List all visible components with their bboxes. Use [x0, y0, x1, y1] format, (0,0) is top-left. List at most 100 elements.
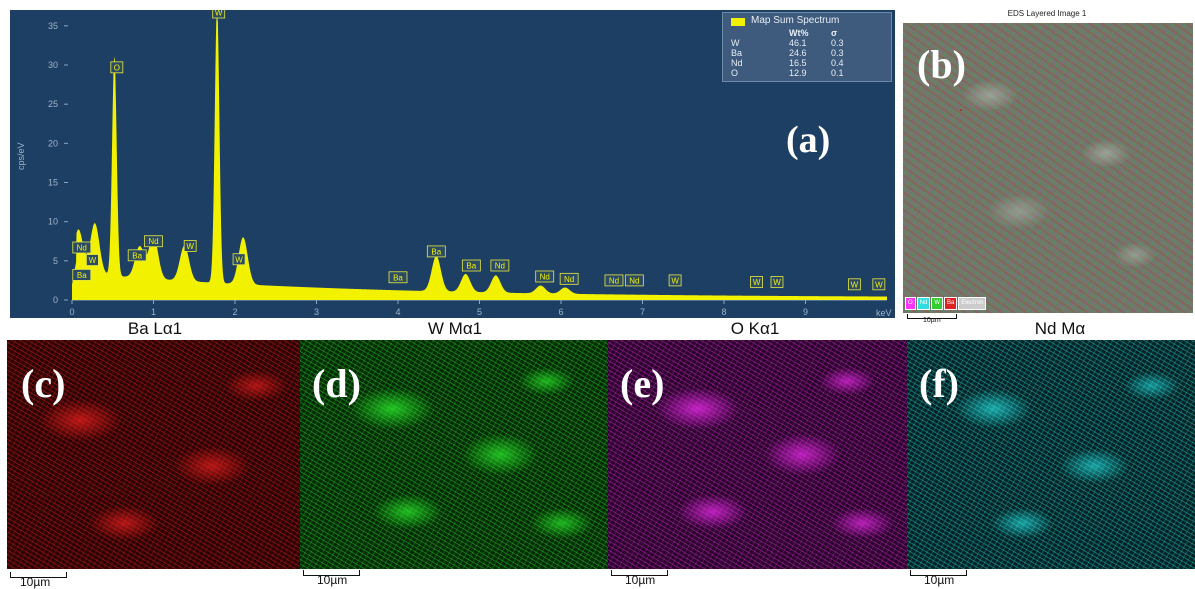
y-tick-label: 35: [48, 21, 58, 31]
peak-label: Ba: [426, 245, 446, 258]
peak-label: W: [848, 278, 861, 291]
peak-label-text: W: [753, 278, 761, 287]
x-tick-label: 7: [640, 307, 645, 317]
legend-cell: Wt%: [789, 28, 809, 38]
peak-label: Nd: [624, 274, 644, 287]
layer-legend-item: Ba: [944, 297, 958, 310]
peak-label-box: [490, 259, 510, 272]
legend-cell: 0.1: [831, 68, 844, 78]
y-axis-label: cps/eV: [16, 142, 26, 170]
panel-label-a: (a): [786, 119, 830, 161]
map-title-ba: Ba Lα1: [127, 319, 183, 338]
x-tick-label: 4: [395, 307, 400, 317]
peak-label-box: [848, 278, 861, 291]
peak-label: Ba: [388, 271, 408, 284]
map-title-o: O Kα1: [730, 319, 780, 338]
layer-legend-item: W: [931, 297, 944, 310]
y-tick-label: 25: [48, 99, 58, 109]
peak-label: Nd: [604, 274, 624, 287]
legend-cell: 16.5: [789, 58, 807, 68]
peak-label-text: Nd: [540, 272, 550, 281]
peak-label-box: [604, 274, 624, 287]
peak-label: Nd: [490, 259, 510, 272]
legend-cell: Ba: [731, 48, 743, 58]
legend-cell: 24.6: [789, 48, 807, 58]
peak-label-box: [183, 240, 197, 252]
panel-label-f: (f): [919, 361, 959, 406]
peak-label-text: W: [89, 256, 97, 265]
layer-legend-item: O: [905, 297, 916, 310]
peak-label-box: [144, 235, 163, 248]
peak-label: Nd: [72, 241, 92, 254]
peak-label-text: Nd: [609, 276, 619, 285]
peak-label-text: Ba: [431, 247, 441, 256]
peak-label-box: [559, 272, 579, 285]
map-title-w: W Mα1: [427, 319, 483, 338]
map-o: (e): [608, 340, 907, 569]
panel-label-c: (c): [21, 361, 66, 406]
legend-cell: W: [731, 38, 740, 48]
map-w: (d): [300, 340, 608, 569]
layered-title: EDS Layered Image 1: [1007, 9, 1087, 18]
x-axis-unit: keV: [876, 308, 892, 318]
peak-label-box: [110, 61, 124, 74]
peak-label: Ba: [72, 269, 92, 281]
peak-label-box: [872, 278, 886, 291]
x-tick-label: 2: [232, 307, 237, 317]
peak-label-text: Nd: [148, 237, 158, 246]
x-tick-label: 8: [721, 307, 726, 317]
x-tick-label: 9: [803, 307, 808, 317]
legend-cell: 0.3: [831, 48, 844, 58]
peak-label-box: [770, 276, 784, 288]
peak-label: W: [212, 6, 226, 19]
y-tick-label: 10: [48, 217, 58, 227]
legend-cell: 12.9: [789, 68, 807, 78]
scalebar-nd-label: 10µm: [924, 573, 955, 587]
peak-label-text: Nd: [495, 262, 505, 271]
x-tick-label: 3: [314, 307, 319, 317]
panel-label-b: (b): [917, 42, 966, 87]
peak-label: W: [668, 274, 682, 287]
peak-label: W: [770, 276, 784, 288]
peak-label-text: W: [671, 276, 679, 285]
peak-label-text: W: [186, 242, 194, 251]
peak-label-text: Ba: [393, 273, 403, 282]
peak-label: Ba: [461, 259, 481, 272]
peak-label: O: [110, 61, 124, 74]
peak-label-text: Ba: [132, 251, 142, 260]
y-tick-label: 20: [48, 138, 58, 148]
peak-label-text: Ba: [466, 262, 476, 271]
peak-label-text: W: [773, 278, 781, 287]
peak-label-box: [72, 269, 92, 281]
map-title-nd: Nd Mα: [1034, 319, 1086, 338]
x-tick-label: 6: [558, 307, 563, 317]
peak-label: W: [183, 240, 197, 252]
panel-label-d: (d): [312, 361, 361, 406]
layered-scale-label: 10µm: [923, 317, 941, 324]
peak-label-box: [624, 274, 644, 287]
peak-label-box: [72, 241, 92, 254]
legend-cell: σ: [831, 28, 838, 38]
peak-label: W: [85, 254, 99, 266]
peak-label-text: W: [851, 280, 859, 289]
peak-label: Nd: [144, 235, 163, 248]
legend-cell: O: [731, 68, 739, 78]
peak-label-box: [461, 259, 481, 272]
map-nd: (f): [907, 340, 1195, 569]
peak-label: W: [232, 253, 246, 266]
peak-label-box: [85, 254, 99, 266]
peak-label-text: Nd: [629, 276, 639, 285]
scalebar-w-label: 10µm: [317, 573, 348, 587]
scalebar-o-label: 10µm: [625, 573, 656, 587]
legend-swatch: [731, 18, 745, 26]
peak-label-box: [750, 276, 763, 288]
peak-label: W: [872, 278, 886, 291]
peak-label: Nd: [559, 272, 579, 285]
layered-image: (b) O Nd W Ba Electron: [903, 23, 1193, 313]
peak-label-box: [127, 249, 147, 262]
y-tick-label: 5: [53, 256, 58, 266]
y-tick-label: 0: [53, 295, 58, 305]
spectrum-panel: 0 5 10 15 20 25 30 35 0 1 2 3 4 5 6 7 8 9 Nd Ba W O Ba Nd W W W Ba…: [10, 6, 895, 318]
peak-label: Nd: [535, 270, 555, 283]
